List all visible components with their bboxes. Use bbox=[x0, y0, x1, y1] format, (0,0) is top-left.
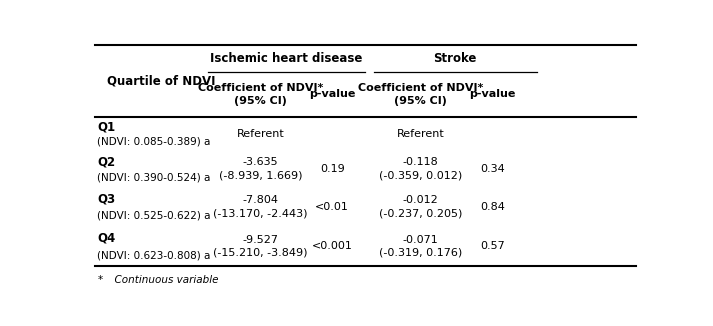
Text: Coefficient of NDVI*
(95% CI): Coefficient of NDVI* (95% CI) bbox=[358, 83, 483, 106]
Text: p-value: p-value bbox=[309, 89, 356, 99]
Text: (NDVI: 0.623-0.808) a: (NDVI: 0.623-0.808) a bbox=[98, 250, 211, 260]
Text: -9.527
(-15.210, -3.849): -9.527 (-15.210, -3.849) bbox=[213, 235, 308, 258]
Text: Stroke: Stroke bbox=[434, 52, 477, 65]
Text: -3.635
(-8.939, 1.669): -3.635 (-8.939, 1.669) bbox=[219, 157, 302, 181]
Text: Quartile of NDVI: Quartile of NDVI bbox=[107, 75, 215, 88]
Text: -7.804
(-13.170, -2.443): -7.804 (-13.170, -2.443) bbox=[213, 195, 308, 218]
Text: 0.84: 0.84 bbox=[480, 202, 505, 212]
Text: -0.012
(-0.237, 0.205): -0.012 (-0.237, 0.205) bbox=[379, 195, 462, 218]
Text: *: * bbox=[98, 275, 103, 285]
Text: 0.57: 0.57 bbox=[480, 241, 505, 251]
Text: Ischemic heart disease: Ischemic heart disease bbox=[210, 52, 363, 65]
Text: (NDVI: 0.525-0.622) a: (NDVI: 0.525-0.622) a bbox=[98, 210, 211, 220]
Text: (NDVI: 0.085-0.389) a: (NDVI: 0.085-0.389) a bbox=[98, 136, 211, 146]
Text: Continuous variable: Continuous variable bbox=[108, 275, 219, 285]
Text: p-value: p-value bbox=[469, 89, 515, 99]
Text: Referent: Referent bbox=[397, 129, 444, 139]
Text: 0.19: 0.19 bbox=[320, 164, 344, 174]
Text: -0.118
(-0.359, 0.012): -0.118 (-0.359, 0.012) bbox=[379, 157, 462, 181]
Text: <0.01: <0.01 bbox=[315, 202, 349, 212]
Text: Q4: Q4 bbox=[98, 232, 116, 245]
Text: Q1: Q1 bbox=[98, 121, 116, 134]
Text: 0.34: 0.34 bbox=[480, 164, 505, 174]
Text: <0.001: <0.001 bbox=[312, 241, 353, 251]
Text: Referent: Referent bbox=[237, 129, 284, 139]
Text: Q2: Q2 bbox=[98, 155, 116, 168]
Text: Coefficient of NDVI*
(95% CI): Coefficient of NDVI* (95% CI) bbox=[198, 83, 323, 106]
Text: -0.071
(-0.319, 0.176): -0.071 (-0.319, 0.176) bbox=[379, 235, 462, 258]
Text: Q3: Q3 bbox=[98, 192, 116, 205]
Text: (NDVI: 0.390-0.524) a: (NDVI: 0.390-0.524) a bbox=[98, 172, 211, 182]
